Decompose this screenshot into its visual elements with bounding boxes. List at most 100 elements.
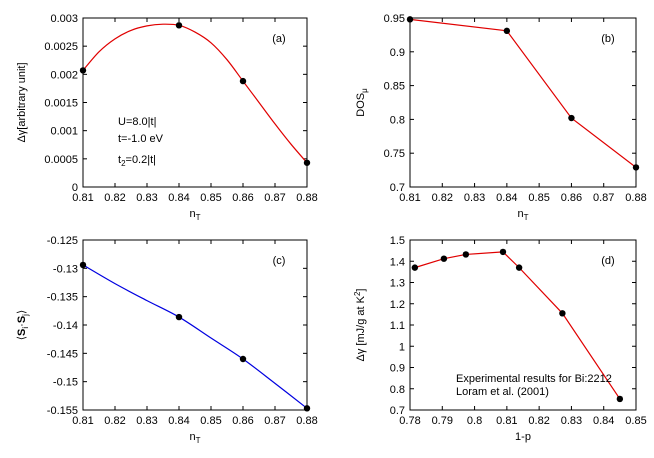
panel-d-data-point xyxy=(559,310,566,317)
panel-b-x-tick-label: 0.86 xyxy=(561,192,582,204)
panel-c-data-point xyxy=(79,261,87,269)
panel-c-x-tick-label: 0.85 xyxy=(200,415,221,427)
panel-b-x-tick-label: 0.84 xyxy=(496,192,517,204)
panel-c-x-tick-label: 0.88 xyxy=(296,415,317,427)
panel-a-note: t2=0.2|t| xyxy=(118,154,156,168)
panel-d-y-tick-label: 1 xyxy=(399,341,405,353)
panel-d-y-tick-label: 1.2 xyxy=(390,299,405,311)
panel-a-y-tick-label: 0.001 xyxy=(50,126,78,138)
panel-b-data-point xyxy=(568,114,575,122)
panel-d-x-tick-label: 0.81 xyxy=(496,415,517,427)
panel-d-data-point xyxy=(616,395,624,403)
panel-c-x-axis-label: nT xyxy=(189,431,200,445)
panel-b-y-tick-label: 0.7 xyxy=(390,182,405,194)
panel-a-y-tick-label: 0.0015 xyxy=(44,98,78,110)
panel-d-data-point xyxy=(515,264,523,271)
panel-c-x-tick-label: 0.83 xyxy=(136,415,157,427)
panel-d-note: Experimental results for Bi:2212 xyxy=(456,373,612,385)
panel-a-data-point xyxy=(79,67,87,74)
panel-b-x-tick-label: 0.83 xyxy=(464,192,485,204)
panel-c-x-tick-label: 0.84 xyxy=(168,415,189,427)
panel-d-data-point xyxy=(440,255,448,262)
panel-c-y-tick-label: -0.13 xyxy=(53,263,78,275)
panel-d-y-tick-label: 0.9 xyxy=(390,363,405,375)
panel-a-y-tick-label: 0.003 xyxy=(50,13,78,25)
panel-d-x-tick-label: 0.82 xyxy=(528,415,549,427)
panel-d-y-tick-label: 1.3 xyxy=(390,278,405,290)
panel-c-y-tick-label: -0.15 xyxy=(53,377,78,389)
panel-a-y-axis-label: Δγ[arbitrary unit] xyxy=(16,62,28,142)
panel-b-axes-frame xyxy=(409,17,637,188)
panel-d-x-tick-label: 0.85 xyxy=(625,415,646,427)
panel-b-y-axis-label: DOSμ xyxy=(355,88,369,117)
panel-b-y-tick-label: 0.9 xyxy=(390,47,405,59)
panel-d-y-tick-label: 1.5 xyxy=(390,235,405,247)
panel-d-data-point xyxy=(462,251,470,258)
panel-c-data-point xyxy=(175,313,183,321)
panel-d-data-point xyxy=(499,248,507,256)
panel-a-x-tick-label: 0.83 xyxy=(136,192,157,204)
panel-a-x-tick-label: 0.87 xyxy=(264,192,285,204)
panel-a-x-tick-label: 0.86 xyxy=(232,192,253,204)
panel-c-y-tick-label: -0.14 xyxy=(53,320,78,332)
panel-d-note: Loram et al. (2001) xyxy=(456,386,549,398)
panel-b-tag: (b) xyxy=(601,33,614,45)
panel-b-y-tick-label: 0.75 xyxy=(384,148,405,160)
panel-d-y-tick-label: 1.1 xyxy=(390,320,405,332)
panel-a-x-tick-label: 0.81 xyxy=(72,192,93,204)
panel-b-data-point xyxy=(406,16,414,23)
panel-a-y-tick-label: 0 xyxy=(72,182,78,194)
panel-a-x-tick-label: 0.88 xyxy=(296,192,317,204)
panel-c-data-point xyxy=(239,355,247,363)
panel-c-data-point xyxy=(303,405,311,412)
panel-c-x-tick-label: 0.82 xyxy=(104,415,125,427)
panel-b-x-axis-label: nT xyxy=(517,208,528,222)
panel-b-data-point xyxy=(503,27,511,35)
panel-a-x-tick-label: 0.82 xyxy=(104,192,125,204)
panel-b-x-tick-label: 0.81 xyxy=(399,192,420,204)
panel-a-note: t=-1.0 eV xyxy=(118,133,164,145)
panel-b-x-tick-label: 0.85 xyxy=(528,192,549,204)
panel-c-y-tick-label: -0.145 xyxy=(47,348,78,360)
panel-b-y-tick-label: 0.85 xyxy=(384,81,405,93)
panel-b-x-tick-label: 0.88 xyxy=(625,192,646,204)
panel-c-y-tick-label: -0.135 xyxy=(47,292,78,304)
panel-a-y-tick-label: 0.0025 xyxy=(44,41,78,53)
panel-b-series-line xyxy=(409,18,637,168)
panel-d-x-tick-label: 0.8 xyxy=(467,415,482,427)
panel-d-y-tick-label: 0.8 xyxy=(390,384,405,396)
panel-c-y-tick-label: -0.125 xyxy=(47,235,78,247)
panel-a-y-tick-label: 0.0005 xyxy=(44,154,78,166)
panel-d-data-point xyxy=(411,264,419,271)
panel-c-x-tick-label: 0.81 xyxy=(72,415,93,427)
panel-b-x-tick-label: 0.87 xyxy=(593,192,614,204)
panel-c-series-line xyxy=(82,264,308,409)
panel-d-tag: (d) xyxy=(601,255,614,267)
panel-c-x-tick-label: 0.86 xyxy=(232,415,253,427)
panel-a-series-line xyxy=(82,23,308,164)
panel-d-y-tick-label: 0.7 xyxy=(390,405,405,417)
panel-d-x-tick-label: 0.78 xyxy=(399,415,420,427)
panel-d-y-tick-label: 1.4 xyxy=(390,256,405,268)
panel-b-y-tick-label: 0.8 xyxy=(390,114,405,126)
panel-a-tag: (a) xyxy=(272,33,285,45)
panel-a-data-point xyxy=(239,77,247,85)
panel-b-data-point xyxy=(632,164,640,171)
panel-d-x-tick-label: 0.79 xyxy=(432,415,453,427)
panel-d-x-tick-label: 0.83 xyxy=(561,415,582,427)
panel-c-tag: (c) xyxy=(273,255,286,267)
panel-c-y-tick-label: -0.155 xyxy=(47,405,78,417)
panel-c-x-tick-label: 0.87 xyxy=(264,415,285,427)
panel-b-y-tick-label: 0.95 xyxy=(384,13,405,25)
panel-d-x-axis-label: 1-p xyxy=(515,431,531,443)
panel-a-x-tick-label: 0.84 xyxy=(168,192,189,204)
panel-a-data-point xyxy=(175,22,183,29)
panel-a-y-tick-label: 0.002 xyxy=(50,69,78,81)
panel-a-x-tick-label: 0.85 xyxy=(200,192,221,204)
panel-b-x-tick-label: 0.82 xyxy=(432,192,453,204)
panel-a-x-axis-label: nT xyxy=(189,208,200,222)
panel-d-y-axis-label: Δγ [mJ/g at K2] xyxy=(353,289,367,362)
panel-d-x-tick-label: 0.84 xyxy=(593,415,614,427)
panel-a-note: U=8.0|t| xyxy=(118,116,156,128)
